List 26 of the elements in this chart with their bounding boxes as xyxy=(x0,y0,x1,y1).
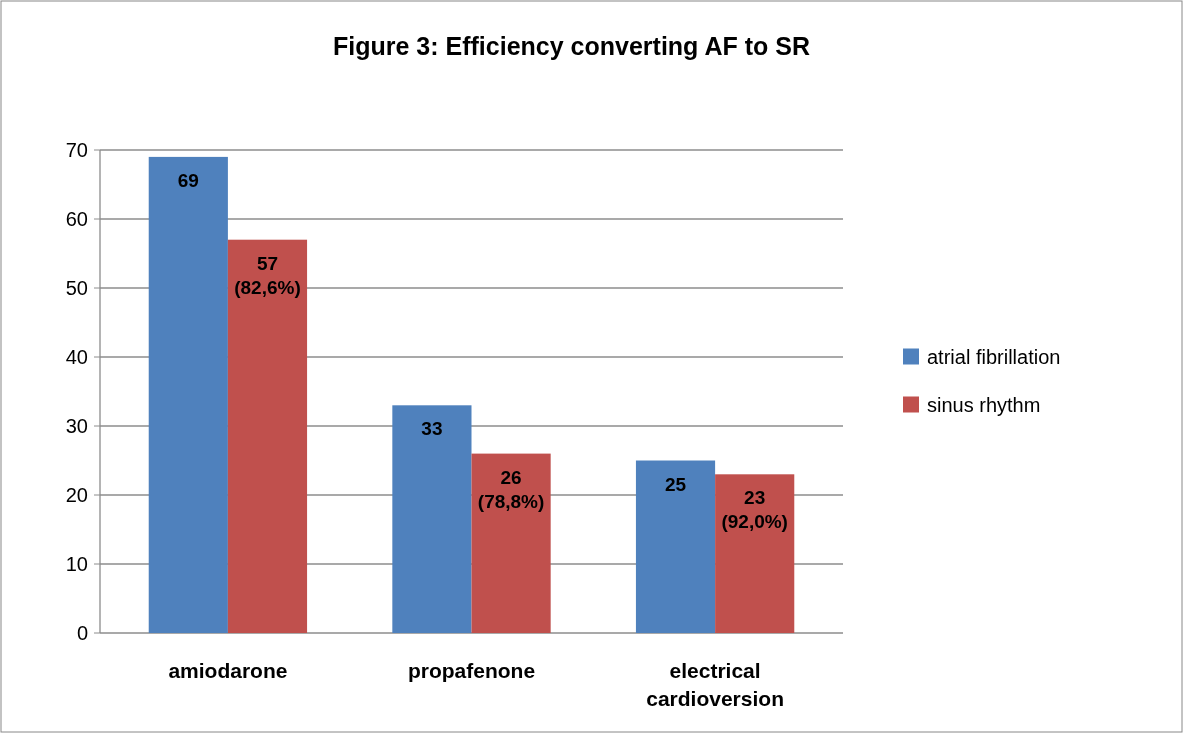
data-label: 33 xyxy=(421,418,443,440)
data-label: 26 (78,8%) xyxy=(477,466,545,512)
y-tick-label: 40 xyxy=(65,346,88,368)
legend-label: atrial fibrillation xyxy=(927,345,1061,368)
data-label: 57 (82,6%) xyxy=(234,252,301,298)
bar xyxy=(471,453,551,633)
y-tick-label: 60 xyxy=(65,208,88,230)
y-tick-label: 30 xyxy=(65,415,88,437)
y-tick-label: 70 xyxy=(65,139,88,161)
y-tick-label: 0 xyxy=(76,622,88,644)
data-label: 69 xyxy=(177,169,199,191)
x-tick-label: electrical cardioversion xyxy=(646,659,784,710)
x-tick-label: propafenone xyxy=(407,659,536,682)
bar xyxy=(392,405,472,633)
bar xyxy=(715,474,795,633)
bar xyxy=(635,460,716,633)
data-label: 23 (92,0%) xyxy=(721,487,788,533)
bar xyxy=(148,156,228,633)
bar xyxy=(227,239,308,633)
data-label: 25 xyxy=(664,473,687,495)
x-tick-label: amiodarone xyxy=(168,659,288,682)
legend-label: sinus rhythm xyxy=(927,393,1041,416)
y-tick-label: 50 xyxy=(65,277,88,299)
y-tick-label: 20 xyxy=(65,484,88,506)
y-tick-label: 10 xyxy=(65,553,88,575)
chart-title: Figure 3: Efficiency converting AF to SR xyxy=(333,32,810,60)
